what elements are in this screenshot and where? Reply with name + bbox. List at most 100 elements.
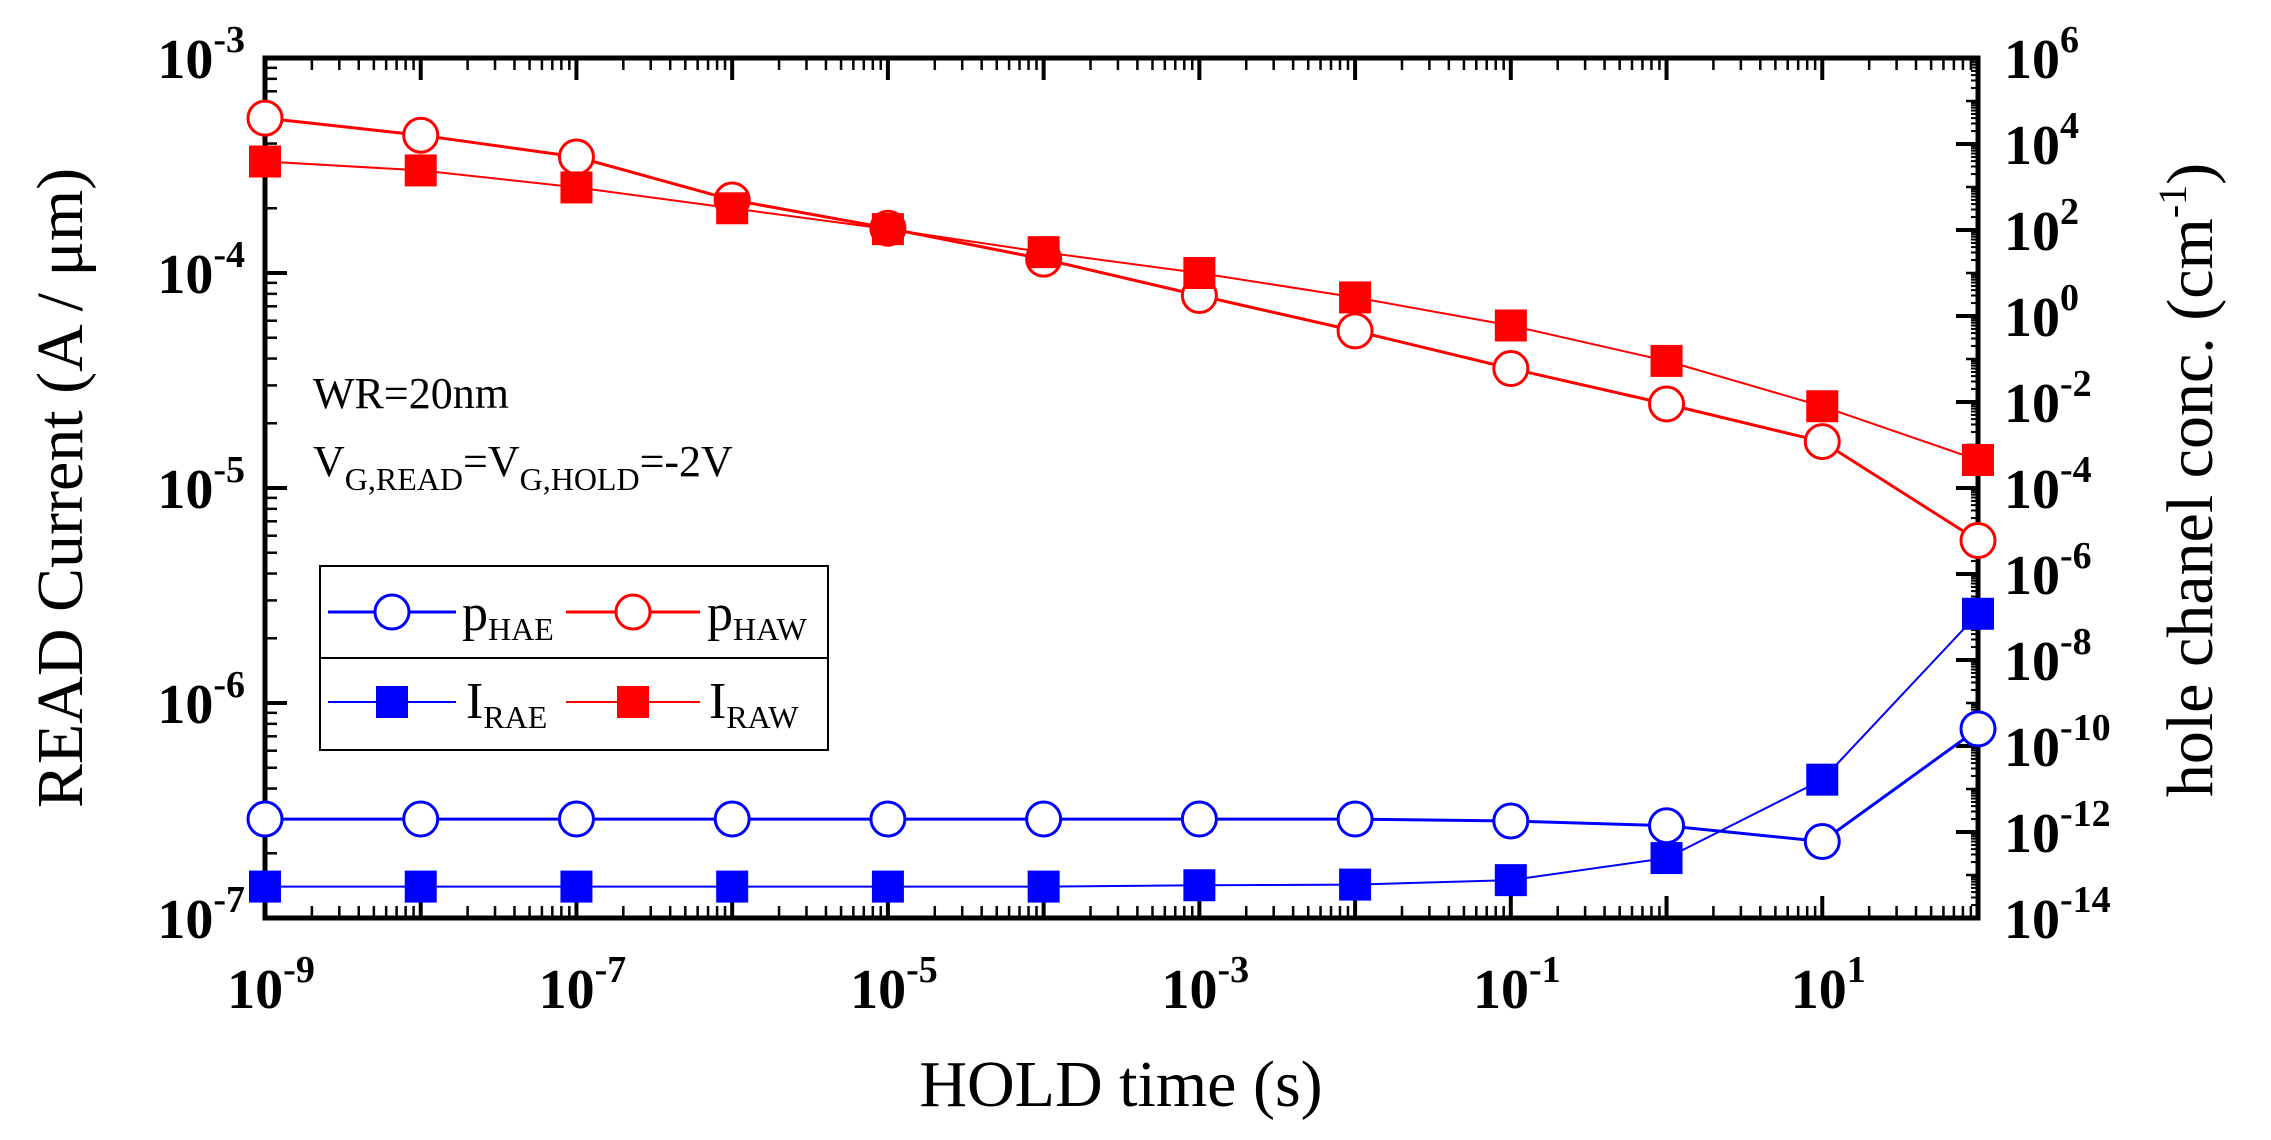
data-point bbox=[1803, 423, 1841, 461]
data-point bbox=[246, 800, 284, 838]
data-point bbox=[1183, 869, 1216, 902]
data-point bbox=[1959, 710, 1997, 748]
data-point bbox=[1962, 597, 1994, 630]
series-i-raw bbox=[249, 145, 1994, 476]
data-point bbox=[404, 870, 437, 903]
x-tick-labels: 10-9 10-7 10-5 10-3 10-1 101 bbox=[227, 949, 1866, 1021]
y-right-tick-label: 106 bbox=[2004, 19, 2079, 91]
y-left-tick-labels: 10-3 10-4 10-5 10-6 10-7 bbox=[157, 19, 245, 951]
y-right-title-exponent: -1 bbox=[2150, 185, 2195, 218]
y-right-tick-label: 10-14 bbox=[2004, 879, 2111, 951]
data-point bbox=[1183, 257, 1216, 289]
y-left-tick-label: 10-7 bbox=[157, 879, 245, 951]
legend-entry-p-haw: pHAW bbox=[566, 585, 808, 647]
data-point bbox=[716, 870, 749, 903]
data-point bbox=[1027, 236, 1060, 269]
data-point bbox=[1650, 842, 1683, 875]
data-point bbox=[1806, 390, 1839, 423]
series-line bbox=[265, 613, 1979, 888]
legend-label-i-rae: IRAE bbox=[466, 673, 547, 735]
data-point bbox=[1494, 864, 1527, 897]
legend-marker-p-hae bbox=[373, 593, 411, 631]
series-layer bbox=[246, 99, 1997, 903]
y-right-tick-labels: 106 104 102 100 10-2 10-4 10-6 10-8 10-10 10-12 10… bbox=[2004, 19, 2111, 951]
x-tick-label: 10-7 bbox=[539, 949, 627, 1021]
data-point bbox=[1492, 350, 1530, 388]
y-right-tick-label: 10-2 bbox=[2004, 363, 2092, 435]
series-line bbox=[264, 116, 1979, 542]
data-point bbox=[1650, 344, 1683, 377]
y-left-tick-label: 10-5 bbox=[157, 449, 245, 521]
data-point bbox=[249, 870, 281, 903]
x-tick-label: 10-1 bbox=[1473, 949, 1561, 1021]
plot-frame bbox=[262, 55, 1981, 921]
y-right-tick-label: 10-8 bbox=[2004, 621, 2092, 693]
series-p-hae bbox=[246, 710, 1997, 861]
data-point bbox=[1806, 763, 1839, 796]
legend-entry-p-hae: pHAE bbox=[328, 585, 554, 647]
data-point bbox=[1025, 800, 1063, 838]
y-right-tick-label: 10-12 bbox=[2004, 793, 2111, 865]
legend-label-p-hae: pHAE bbox=[462, 585, 554, 647]
y-left-tick-label: 10-4 bbox=[157, 234, 245, 306]
legend: pHAE pHAW IRAE IRAW bbox=[319, 565, 829, 751]
data-point bbox=[1339, 281, 1372, 314]
y-left-tick-label: 10-6 bbox=[157, 664, 245, 736]
data-point bbox=[871, 870, 904, 903]
legend-label-p-haw: pHAW bbox=[707, 585, 808, 647]
data-point bbox=[249, 145, 281, 178]
series-i-rae bbox=[249, 597, 1994, 903]
data-point bbox=[1648, 385, 1686, 423]
legend-marker-i-raw bbox=[617, 686, 649, 718]
x-tick-label: 101 bbox=[1791, 949, 1866, 1021]
data-point bbox=[1803, 823, 1841, 861]
legend-label-i-raw: IRAW bbox=[709, 673, 799, 735]
y-left-tick-label: 10-3 bbox=[157, 19, 245, 91]
data-point bbox=[1492, 802, 1530, 840]
annotation-wr: WR=20nm bbox=[313, 369, 509, 418]
data-point bbox=[1959, 522, 1997, 560]
y-right-tick-label: 10-6 bbox=[2004, 535, 2092, 607]
data-point bbox=[713, 800, 751, 838]
legend-entry-i-rae: IRAE bbox=[328, 673, 547, 735]
x-axis-title: HOLD time (s) bbox=[919, 1048, 1322, 1121]
y-right-axis-title: hole chanel conc. (cm-1) bbox=[2150, 163, 2227, 797]
y-right-tick-label: 100 bbox=[2004, 277, 2079, 349]
legend-marker-p-haw bbox=[614, 593, 652, 631]
annotation-vg: VG,READ=VG,HOLD=-2V bbox=[313, 437, 733, 497]
data-point bbox=[246, 99, 284, 137]
y-right-title-main: hole chanel conc. (cm bbox=[2154, 218, 2227, 797]
x-tick-label: 10-9 bbox=[227, 949, 315, 1021]
data-point bbox=[557, 800, 595, 838]
series-line bbox=[265, 727, 1979, 844]
legend-entry-i-raw: IRAW bbox=[566, 673, 799, 735]
data-point bbox=[560, 870, 593, 903]
y-left-axis-title: READ Current (A / μm) bbox=[24, 168, 97, 808]
legend-marker-i-rae bbox=[376, 686, 408, 718]
data-point bbox=[1180, 800, 1218, 838]
data-point bbox=[869, 800, 907, 838]
data-point bbox=[1027, 870, 1060, 903]
series-line bbox=[264, 160, 1979, 461]
y-right-tick-label: 10-4 bbox=[2004, 449, 2092, 521]
data-point bbox=[1648, 807, 1686, 845]
data-point bbox=[1494, 309, 1527, 342]
data-point bbox=[404, 154, 437, 187]
y-right-tick-label: 102 bbox=[2004, 191, 2079, 263]
data-point bbox=[560, 171, 593, 204]
y-right-tick-label: 10-10 bbox=[2004, 707, 2111, 779]
data-point bbox=[1336, 800, 1374, 838]
data-point bbox=[1336, 312, 1374, 350]
data-point bbox=[871, 213, 904, 246]
y-right-tick-label: 104 bbox=[2004, 105, 2079, 177]
data-point bbox=[402, 800, 440, 838]
data-point bbox=[402, 116, 440, 154]
data-point bbox=[1962, 443, 1994, 476]
x-tick-label: 10-3 bbox=[1162, 949, 1250, 1021]
data-point bbox=[716, 192, 749, 225]
y-right-title-close: ) bbox=[2154, 163, 2227, 185]
x-tick-label: 10-5 bbox=[850, 949, 938, 1021]
data-point bbox=[1339, 868, 1372, 901]
data-point bbox=[557, 138, 595, 176]
